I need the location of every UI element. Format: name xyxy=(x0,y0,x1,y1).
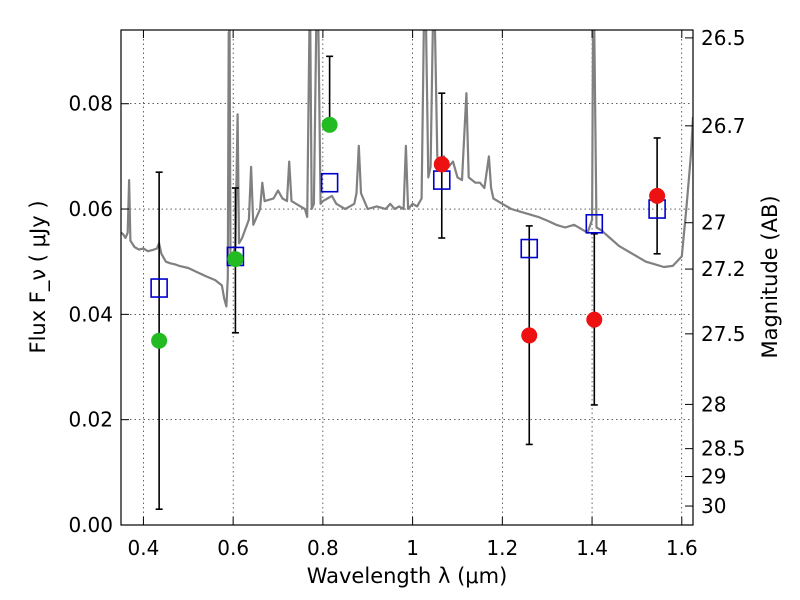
right-tick-label: 26.5 xyxy=(701,26,746,50)
y-tick-label: 0.06 xyxy=(68,197,113,221)
observed-circle-marker xyxy=(227,251,244,268)
right-tick-label: 27.2 xyxy=(701,257,746,281)
spectrum-layer xyxy=(121,30,693,308)
right-tick-label: 27.5 xyxy=(701,322,746,346)
marker-layer xyxy=(150,116,666,349)
x-tick-label: 0.4 xyxy=(128,536,160,560)
x-axis-label: Wavelength λ (μm) xyxy=(307,564,508,588)
plot-frame xyxy=(120,29,694,526)
y-tick-label: 0.02 xyxy=(68,408,113,432)
tick-layer: 0.4 0.6 0.8 1 1.2 1.4 1.6 0.00 0.02 0.04 0.06 0.08 2… xyxy=(68,26,745,560)
right-tick-label: 28 xyxy=(701,392,726,416)
x-tick-label: 1.4 xyxy=(576,536,608,560)
observed-circle-marker xyxy=(649,187,666,204)
model-square-marker xyxy=(520,238,539,259)
y-axis-label: Flux F_ν ( μJy ) xyxy=(26,200,51,353)
x-tick-label: 1.6 xyxy=(666,536,698,560)
y-tick-label: 0.00 xyxy=(68,513,113,537)
x-tick-label: 1 xyxy=(406,536,419,560)
grid-layer xyxy=(121,30,693,526)
model-square-marker xyxy=(150,278,168,298)
right-tick-label: 29 xyxy=(701,465,726,489)
observed-circle-marker xyxy=(433,156,450,173)
y-tick-label: 0.04 xyxy=(68,302,113,326)
right-axis-label: Magnitude (AB) xyxy=(758,195,782,358)
observed-circle-marker xyxy=(521,327,538,344)
right-tick-label: 28.5 xyxy=(701,437,746,461)
right-tick-label: 26.7 xyxy=(701,114,746,138)
model-square-marker xyxy=(585,213,604,234)
x-tick-label: 0.6 xyxy=(217,536,249,560)
spectrum-line xyxy=(121,30,693,308)
x-tick-label: 0.8 xyxy=(307,536,339,560)
observed-circle-marker xyxy=(321,116,338,133)
observed-circle-marker xyxy=(586,311,603,328)
y-tick-label: 0.08 xyxy=(68,92,113,116)
right-tick-label: 27 xyxy=(701,211,726,235)
right-tick-label: 30 xyxy=(701,494,726,518)
model-square-marker xyxy=(320,172,339,193)
x-tick-label: 1.2 xyxy=(486,536,518,560)
observed-circle-marker xyxy=(151,332,168,349)
